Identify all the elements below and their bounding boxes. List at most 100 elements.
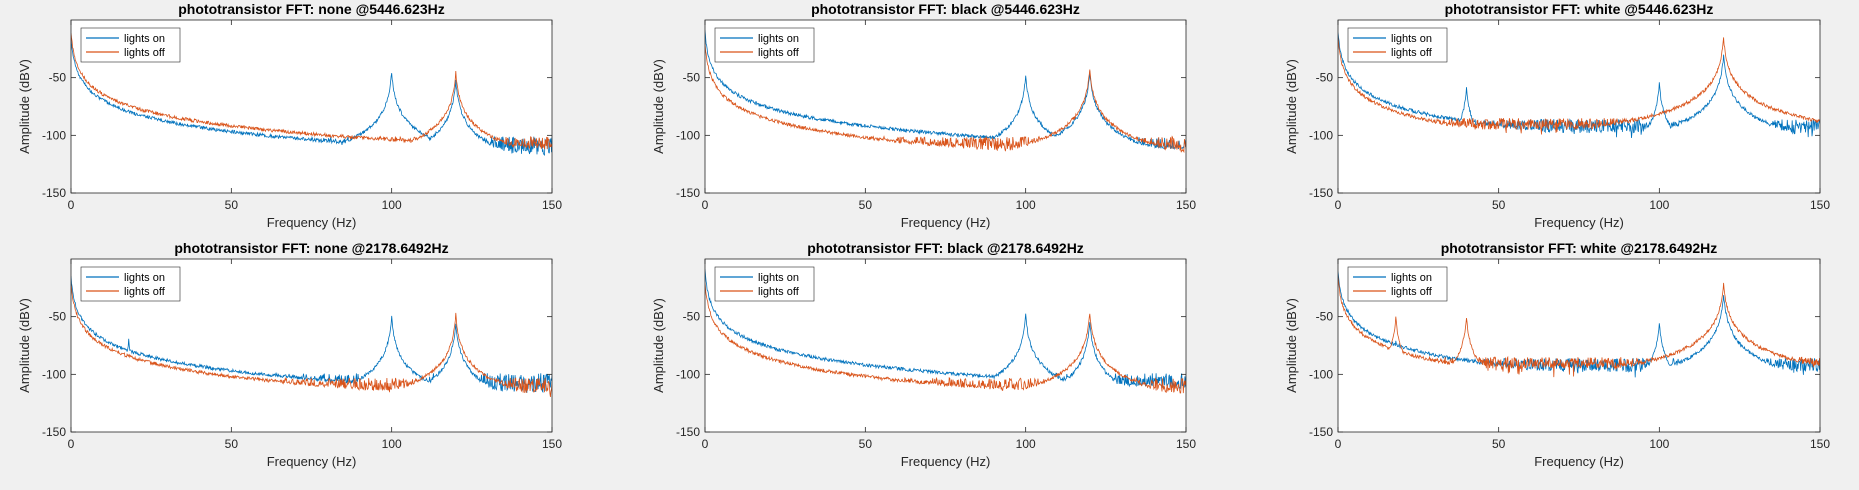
- legend-entry: lights on: [758, 33, 799, 45]
- legend[interactable]: lights on lights off: [80, 27, 181, 63]
- legend-entry: lights on: [1391, 33, 1432, 45]
- x-tick-label: 0: [1335, 437, 1342, 451]
- series-line-lights-off: [1338, 275, 1820, 378]
- y-tick-label: -50: [683, 71, 701, 85]
- series-line-lights-off: [705, 282, 1186, 394]
- x-tick-label: 0: [68, 198, 75, 212]
- y-tick-label: -100: [1309, 367, 1333, 381]
- legend[interactable]: lights on lights off: [714, 27, 815, 63]
- subplot-1: phototransistor FFT: none @5446.623Hz 0 50…: [17, 1, 562, 230]
- x-tick-label: 150: [542, 437, 562, 451]
- x-tick-label: 100: [1016, 198, 1036, 212]
- legend-entry: lights on: [124, 33, 165, 45]
- x-tick-label: 150: [1176, 437, 1196, 451]
- series-line-lights-on: [1338, 32, 1820, 139]
- y-axis-label: Amplitude (dBV): [17, 298, 32, 393]
- y-tick-label: -100: [1309, 128, 1333, 142]
- subplot-4: phototransistor FFT: none @2178.6492Hz 0 5…: [17, 240, 562, 469]
- subplot-2: phototransistor FFT: black @5446.623Hz 0 5…: [651, 1, 1196, 230]
- legend[interactable]: lights on lights off: [80, 266, 181, 302]
- legend[interactable]: lights on lights off: [1347, 27, 1448, 63]
- chart-title: phototransistor FFT: black @5446.623Hz: [811, 1, 1080, 17]
- y-tick-label: -150: [42, 425, 66, 439]
- x-tick-label: 150: [1810, 437, 1830, 451]
- legend-entry: lights off: [124, 47, 166, 59]
- legend-entry: lights off: [1391, 286, 1433, 298]
- x-tick-label: 50: [859, 198, 873, 212]
- series-line-lights-off: [705, 43, 1186, 154]
- x-tick-label: 0: [702, 198, 709, 212]
- x-tick-label: 100: [1016, 437, 1036, 451]
- y-axis-label: Amplitude (dBV): [17, 59, 32, 154]
- y-tick-label: -50: [49, 310, 67, 324]
- series-line-lights-on: [705, 269, 1186, 389]
- chart-title: phototransistor FFT: none @5446.623Hz: [178, 1, 444, 17]
- y-tick-label: -50: [1316, 71, 1334, 85]
- chart-title: phototransistor FFT: none @2178.6492Hz: [174, 240, 448, 256]
- axes-box: [70, 258, 553, 433]
- x-tick-label: 50: [859, 437, 873, 451]
- y-tick-label: -150: [1309, 425, 1333, 439]
- x-axis-label: Frequency (Hz): [901, 215, 991, 230]
- subplot-3: phototransistor FFT: white @5446.623Hz 0 5…: [1284, 1, 1830, 230]
- legend-box: [714, 27, 815, 63]
- series-group: [71, 276, 552, 397]
- y-tick-label: -150: [676, 186, 700, 200]
- series-line-lights-off: [71, 283, 552, 397]
- chart-title: phototransistor FFT: white @2178.6492Hz: [1441, 240, 1718, 256]
- legend-box: [80, 266, 181, 302]
- x-tick-label: 150: [542, 198, 562, 212]
- y-tick-label: -50: [683, 310, 701, 324]
- x-tick-label: 50: [1492, 198, 1506, 212]
- series-line-lights-off: [1338, 36, 1820, 135]
- legend-box: [714, 266, 815, 302]
- y-tick-label: -100: [676, 128, 700, 142]
- y-tick-label: -100: [42, 128, 66, 142]
- y-axis-label: Amplitude (dBV): [651, 59, 666, 154]
- x-tick-label: 150: [1176, 198, 1196, 212]
- series-line-lights-off: [71, 33, 552, 150]
- series-group: [1338, 271, 1820, 378]
- y-tick-label: -100: [676, 367, 700, 381]
- x-tick-label: 0: [68, 437, 75, 451]
- legend-entry: lights on: [124, 272, 165, 284]
- y-axis-label: Amplitude (dBV): [1284, 59, 1299, 154]
- x-tick-label: 50: [225, 437, 239, 451]
- x-tick-label: 50: [1492, 437, 1506, 451]
- axes-box: [704, 19, 1187, 194]
- x-tick-label: 100: [382, 437, 402, 451]
- axes-box: [704, 258, 1187, 433]
- legend-box: [1347, 266, 1448, 302]
- legend-entry: lights off: [124, 286, 166, 298]
- x-axis-label: Frequency (Hz): [1534, 215, 1624, 230]
- legend[interactable]: lights on lights off: [1347, 266, 1448, 302]
- y-tick-label: -100: [42, 367, 66, 381]
- y-tick-label: -150: [1309, 186, 1333, 200]
- x-tick-label: 0: [702, 437, 709, 451]
- series-group: [1338, 32, 1820, 139]
- x-axis-label: Frequency (Hz): [267, 215, 357, 230]
- x-axis-label: Frequency (Hz): [267, 454, 357, 469]
- axes-box: [1337, 258, 1821, 433]
- x-tick-label: 100: [1649, 437, 1669, 451]
- series-group: [705, 30, 1186, 154]
- legend[interactable]: lights on lights off: [714, 266, 815, 302]
- series-group: [71, 33, 552, 157]
- legend-entry: lights on: [1391, 272, 1432, 284]
- legend-entry: lights on: [758, 272, 799, 284]
- axes-box: [70, 19, 553, 194]
- chart-title: phototransistor FFT: black @2178.6492Hz: [807, 240, 1084, 256]
- chart-title: phototransistor FFT: white @5446.623Hz: [1445, 1, 1714, 17]
- series-line-lights-on: [71, 37, 552, 157]
- series-line-lights-on: [1338, 271, 1820, 378]
- axes-box: [1337, 19, 1821, 194]
- x-tick-label: 50: [225, 198, 239, 212]
- x-axis-label: Frequency (Hz): [901, 454, 991, 469]
- x-tick-label: 100: [1649, 198, 1669, 212]
- x-tick-label: 0: [1335, 198, 1342, 212]
- y-axis-label: Amplitude (dBV): [1284, 298, 1299, 393]
- y-tick-label: -150: [42, 186, 66, 200]
- series-line-lights-on: [705, 30, 1186, 150]
- x-axis-label: Frequency (Hz): [1534, 454, 1624, 469]
